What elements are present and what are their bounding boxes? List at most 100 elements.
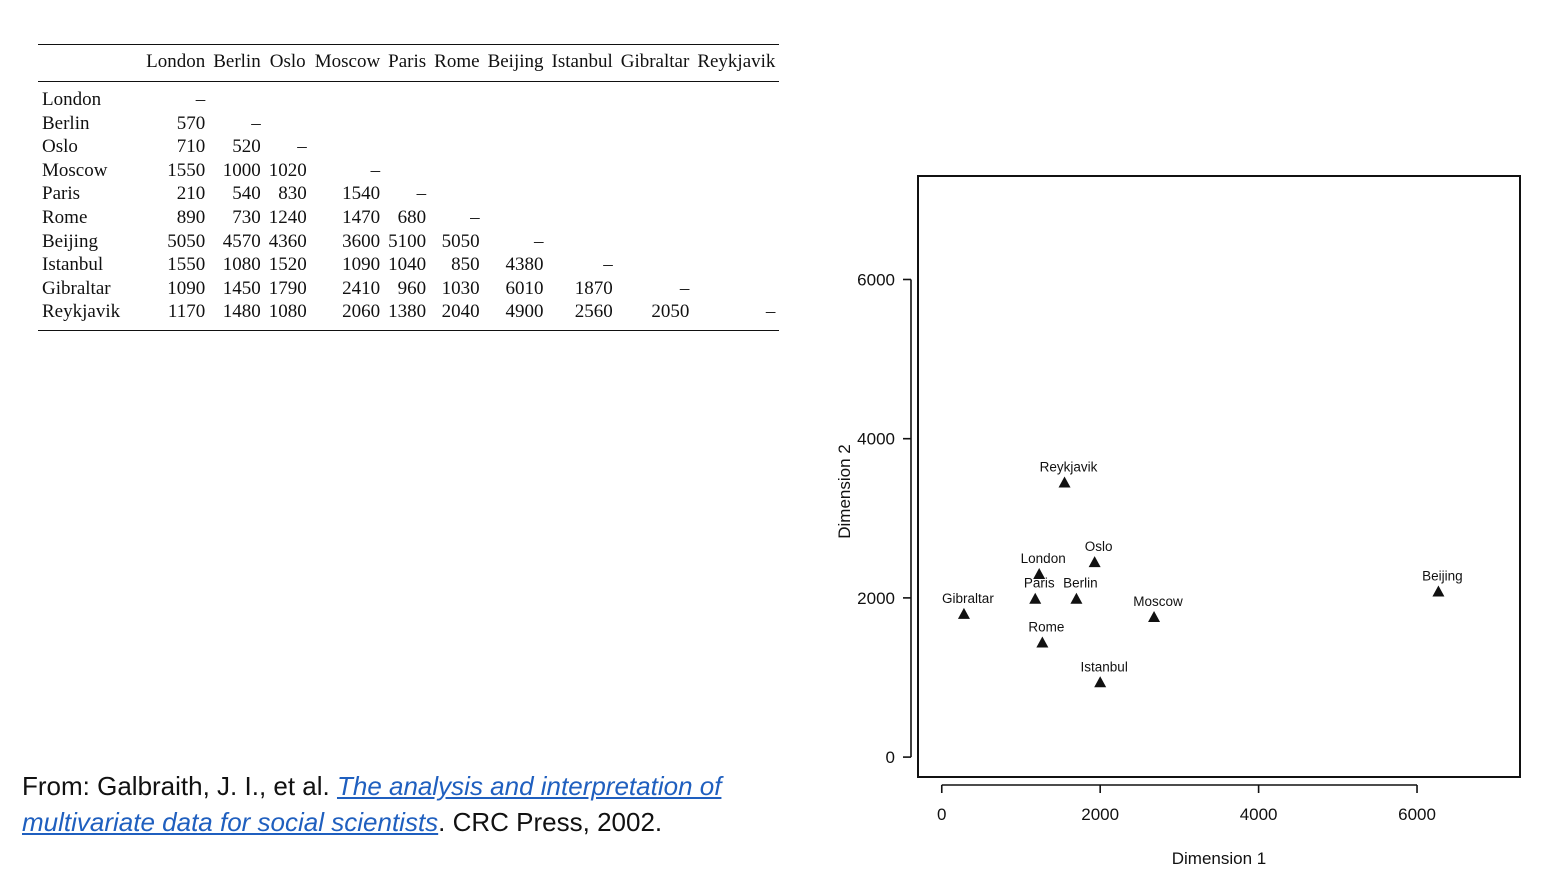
table-cell (548, 112, 617, 136)
book-title-link[interactable]: The analysis and interpretation of multi… (22, 771, 722, 837)
table-cell: 1040 (388, 254, 427, 276)
table-cell: 730 (232, 206, 261, 228)
table-cell (265, 112, 311, 136)
table-cell (311, 82, 384, 112)
x-tick-label: 6000 (1398, 805, 1436, 824)
table-row: Oslo 710 520 – (38, 135, 779, 159)
table-cell (693, 230, 779, 254)
data-point-marker (1088, 556, 1101, 568)
data-point-label: Berlin (1063, 576, 1098, 591)
distance-table: London Berlin Oslo Moscow Paris Rome Bei… (38, 44, 780, 331)
table-cell (617, 135, 694, 159)
table-cell: 960 (397, 277, 427, 299)
data-point-marker (1036, 636, 1049, 648)
column-header: Reykjavik (697, 51, 776, 72)
row-label: Rome (42, 206, 88, 228)
table-cell (209, 82, 265, 112)
table-row: Rome 890 730 1240 1470 680 – (38, 206, 779, 230)
table-cell: 4900 (505, 301, 544, 323)
column-header: Gibraltar (620, 51, 690, 72)
data-point-label: Istanbul (1081, 659, 1128, 674)
table-cell: 2410 (342, 277, 381, 299)
table-cell (430, 159, 483, 183)
table-cell: – (370, 159, 381, 181)
data-point-marker (957, 607, 970, 619)
table-cell: 1450 (222, 277, 261, 299)
table-cell (617, 159, 694, 183)
table-cell: 1870 (574, 277, 613, 299)
data-point-label: Gibraltar (942, 591, 994, 606)
table-cell: 1540 (342, 183, 381, 205)
column-header: Moscow (314, 51, 381, 72)
x-tick-label: 2000 (1081, 805, 1119, 824)
table-cell (548, 135, 617, 159)
table-cell: 2050 (651, 301, 690, 323)
table-cell (617, 112, 694, 136)
table-cell (430, 135, 483, 159)
table-cell (693, 206, 779, 230)
table-row: Beijing 5050 4570 4360 3600 5100 5050 – (38, 230, 779, 254)
table-cell (384, 82, 430, 112)
data-point-marker (1070, 592, 1083, 604)
table-cell: 1380 (388, 301, 427, 323)
plot-frame (917, 175, 1521, 778)
x-tick-label: 0 (937, 805, 946, 824)
table-cell (693, 112, 779, 136)
table-cell: 4570 (222, 230, 261, 252)
table-cell (384, 135, 430, 159)
citation-suffix: . CRC Press, 2002. (438, 807, 663, 837)
table-cell: 2040 (441, 301, 480, 323)
table-cell (548, 82, 617, 112)
table-header-row: London Berlin Oslo Moscow Paris Rome Bei… (38, 44, 780, 82)
data-point-marker (1058, 476, 1071, 488)
table-cell: 1020 (268, 159, 307, 181)
table-cell (311, 135, 384, 159)
table-cell (617, 253, 694, 277)
data-point-marker (1432, 585, 1445, 597)
data-point-marker (1029, 592, 1042, 604)
citation: From: Galbraith, J. I., et al. The analy… (22, 768, 822, 840)
table-cell (693, 159, 779, 183)
y-axis: 0 2000 4000 6000 (857, 270, 912, 767)
table-cell: – (534, 230, 544, 252)
data-point-marker (1148, 610, 1161, 622)
table-cell: 1170 (167, 301, 206, 323)
table-cell: 1550 (167, 159, 206, 181)
column-header: London (146, 51, 206, 72)
table-cell: 5100 (388, 230, 427, 252)
table-row: Berlin 570 – (38, 112, 779, 136)
table-cell: – (603, 254, 613, 276)
table-cell (693, 253, 779, 277)
table-cell: 2560 (574, 301, 613, 323)
table-cell (617, 230, 694, 254)
table-cell (548, 230, 617, 254)
table-cell: 1080 (222, 254, 261, 276)
table-cell: – (251, 112, 261, 134)
row-label: London (42, 89, 102, 110)
data-point-marker (1033, 568, 1046, 580)
table-row: London – (38, 82, 779, 112)
data-point-label: Rome (1028, 619, 1064, 634)
table-cell (693, 135, 779, 159)
table-cell: – (765, 301, 776, 323)
table-cell: 830 (278, 183, 307, 205)
table-cell: – (416, 183, 427, 205)
table-cell: 1550 (167, 254, 206, 276)
table-cell: 4380 (505, 254, 544, 276)
table-cell (430, 182, 483, 206)
table-cell: 1030 (441, 277, 480, 299)
row-label: Moscow (42, 159, 108, 181)
table-cell: 3600 (342, 230, 381, 252)
table-cell: 1790 (268, 277, 307, 299)
table-cell: – (470, 206, 480, 228)
table-cell (265, 82, 311, 112)
y-tick-label: 0 (886, 748, 895, 767)
table-cell (384, 112, 430, 136)
table-row: Reykjavik 1170 1480 1080 2060 1380 2040 4900 256… (38, 300, 779, 330)
corner-header (38, 45, 142, 82)
table-cell (548, 206, 617, 230)
row-label: Beijing (42, 230, 98, 252)
x-axis-label: Dimension 1 (1172, 849, 1267, 868)
data-point-label: Paris (1024, 576, 1055, 591)
table-cell: – (679, 277, 690, 299)
